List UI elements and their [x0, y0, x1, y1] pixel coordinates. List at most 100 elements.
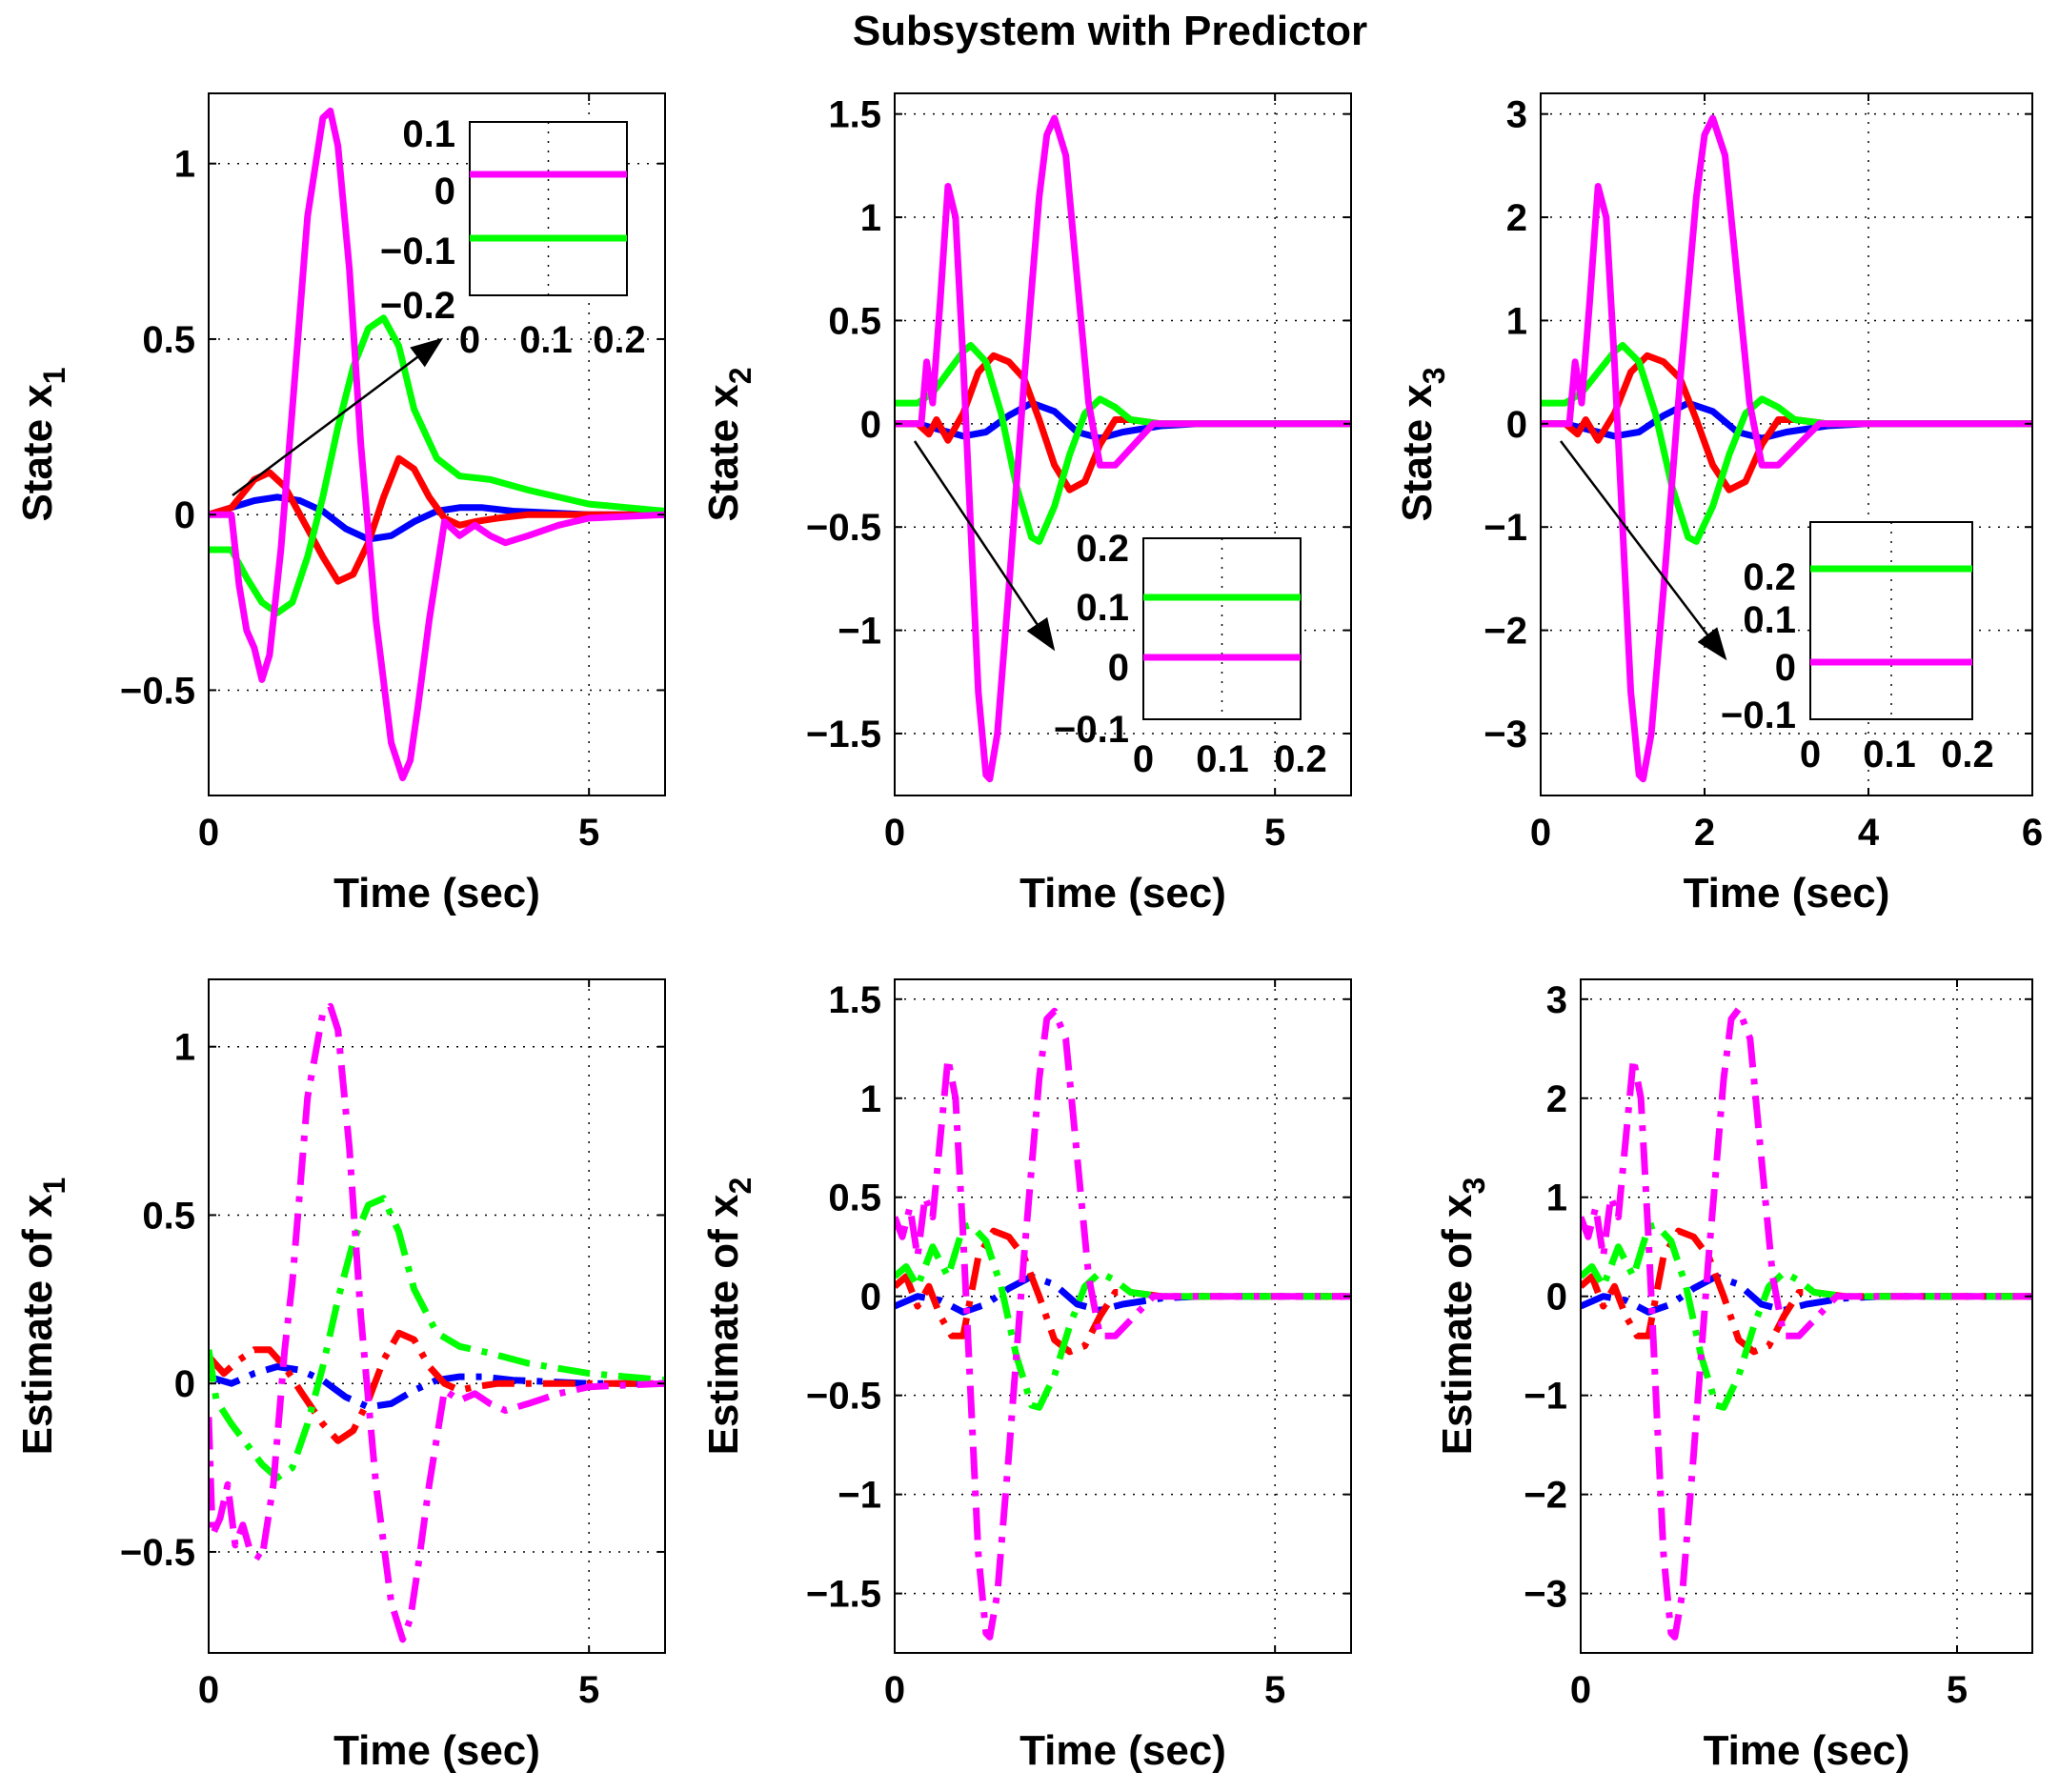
x-axis-label: Time (sec) [1684, 870, 1890, 916]
series-line-green [895, 1221, 1351, 1411]
series-line-green [209, 314, 665, 616]
inset-x-tick-label: 0 [1800, 734, 1821, 775]
y-tick-label: 1 [1546, 1178, 1567, 1219]
y-tick-label: −2 [1524, 1475, 1567, 1517]
inset-x-tick-label: 0 [459, 319, 480, 361]
inset-y-tick-label: 0.2 [1743, 556, 1796, 598]
y-tick-label: 1 [174, 144, 195, 186]
x-axis-label: Time (sec) [333, 1727, 540, 1774]
inset-y-tick-label: −0.1 [380, 231, 455, 272]
y-axis-label: State x3 [1394, 367, 1451, 521]
inset-pointer-arrow [232, 337, 444, 497]
x-tick-label: 0 [198, 1669, 219, 1711]
y-tick-label: 0 [860, 404, 881, 446]
x-tick-label: 5 [1264, 812, 1285, 854]
y-tick-label: 0 [174, 494, 195, 536]
y-tick-label: 1.5 [828, 979, 881, 1021]
inset-y-tick-label: 0.1 [1076, 587, 1129, 629]
y-tick-label: −1 [838, 611, 881, 653]
x-tick-label: 4 [1858, 812, 1880, 854]
x-tick-label: 0 [1530, 812, 1551, 854]
series-line-magenta [209, 1002, 665, 1643]
x-tick-label: 0 [884, 1669, 905, 1711]
y-tick-label: −0.5 [120, 1532, 195, 1574]
panel-top-left: 0 5 −0.5 0 0.5 1 Time (sec) State x1 0.1 0 −0.1 −0.… [14, 92, 666, 916]
y-tick-label: 0 [174, 1363, 195, 1405]
y-tick-label: −1 [838, 1475, 881, 1517]
inset-x-tick-label: 0.2 [1274, 738, 1327, 780]
y-tick-label: 1 [860, 197, 881, 239]
y-axis-label: State x2 [700, 367, 757, 521]
inset-y-tick-label: −0.1 [1721, 695, 1796, 736]
series-line-red [209, 454, 665, 585]
inset-x-tick-label: 0.1 [1863, 734, 1916, 775]
series-line-magenta [895, 1007, 1351, 1641]
y-tick-label: 0.5 [142, 1195, 195, 1237]
inset-y-tick-label: 0.1 [402, 113, 455, 155]
series-line-red [209, 1329, 665, 1444]
axes-box [894, 92, 1352, 796]
inset-pointer-arrow [1560, 440, 1727, 661]
y-tick-label: −1.5 [806, 1574, 881, 1616]
y-tick-label: −1 [1484, 507, 1527, 549]
y-tick-label: 3 [1546, 979, 1567, 1021]
y-tick-label: −3 [1524, 1574, 1567, 1616]
x-axis-label: Time (sec) [333, 870, 540, 916]
y-tick-label: −1 [1524, 1376, 1567, 1418]
axes-box [894, 978, 1352, 1654]
axes-box [1580, 978, 2033, 1654]
inset-y-tick-label: −0.2 [380, 285, 455, 327]
inset-y-tick-label: −0.1 [1054, 709, 1129, 751]
series-line-magenta [1541, 114, 2032, 783]
panel-bottom-middle: 0 5 −1.5 −1 −0.5 0 0.5 1 1.5 Time (sec) Estimate o… [700, 978, 1352, 1774]
inset-axes: 0.20.10−0.10 0.1 0.2 [1560, 440, 1994, 775]
inset-axes: 0.20.10−0.10 0.1 0.2 [913, 440, 1327, 780]
y-tick-label: 1 [860, 1078, 881, 1120]
y-tick-label: −1.5 [806, 714, 881, 755]
inset-x-tick-label: 0.1 [519, 319, 573, 361]
inset-x-tick-label: 0.2 [1941, 734, 1994, 775]
y-axis-label: Estimate of x1 [14, 1178, 71, 1456]
series-line-magenta [1581, 1005, 2032, 1641]
inset-y-tick-label: 0.1 [1743, 599, 1796, 641]
y-tick-label: 1 [1506, 300, 1527, 342]
y-tick-label: 3 [1506, 94, 1527, 136]
x-tick-label: 0 [198, 812, 219, 854]
y-tick-label: 1.5 [828, 94, 881, 136]
panel-bottom-left: 0 5 −0.5 0 0.5 1 Time (sec) Estimate of x1 [14, 978, 666, 1774]
series-line-magenta [209, 107, 665, 782]
x-tick-label: 5 [578, 1669, 599, 1711]
axes-box [208, 92, 666, 796]
y-tick-label: 2 [1506, 197, 1527, 239]
axes-box [208, 978, 666, 1654]
inset-axes: 0.10−0.1−0.20 0.1 0.2 [232, 113, 646, 497]
y-tick-label: 0.5 [828, 1178, 881, 1219]
x-tick-label: 5 [1264, 1669, 1285, 1711]
y-tick-label: −0.5 [806, 507, 881, 549]
inset-pointer-arrow [913, 440, 1056, 652]
inset-x-tick-label: 0 [1133, 738, 1154, 780]
x-tick-label: 0 [884, 812, 905, 854]
inset-y-tick-label: 0 [1108, 647, 1129, 689]
series-line-magenta [895, 114, 1351, 783]
inset-y-tick-label: 0 [1775, 647, 1796, 689]
panel-bottom-right: 0 5 −3 −2 −1 0 1 2 3 Time (sec) Estimate of x3 [1434, 978, 2033, 1774]
x-axis-label: Time (sec) [1704, 1727, 1910, 1774]
x-tick-label: 5 [1947, 1669, 1968, 1711]
inset-y-tick-label: 0 [434, 171, 455, 212]
x-tick-label: 6 [2022, 812, 2043, 854]
series-line-blue [209, 1363, 665, 1411]
series-line-blue [209, 493, 665, 543]
figure-title: Subsystem with Predictor [853, 8, 1367, 54]
inset-y-tick-label: 0.2 [1076, 528, 1129, 570]
y-tick-label: −0.5 [120, 670, 195, 712]
y-tick-label: −2 [1484, 611, 1527, 653]
y-axis-label: State x1 [14, 367, 71, 521]
axes-box [1540, 92, 2033, 796]
y-tick-label: −3 [1484, 714, 1527, 755]
series-line-green [1581, 1221, 2032, 1411]
y-tick-label: 0.5 [142, 319, 195, 361]
y-tick-label: 2 [1546, 1078, 1567, 1120]
x-axis-label: Time (sec) [1019, 870, 1226, 916]
